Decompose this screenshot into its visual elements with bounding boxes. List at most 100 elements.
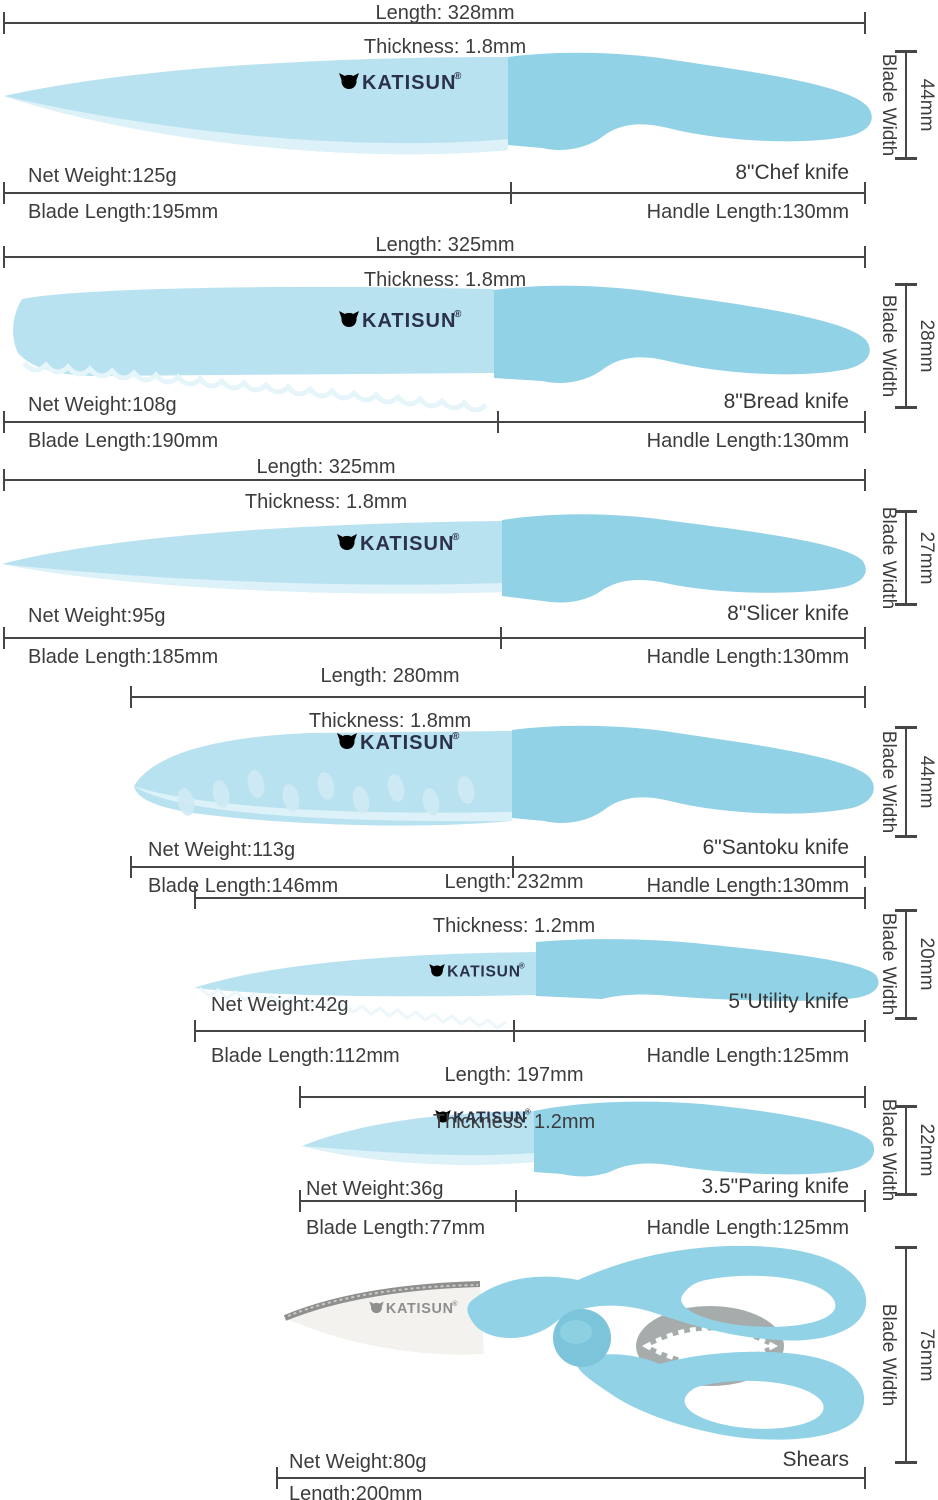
shears-blade-width-label: Blade Width [878,1303,899,1407]
tiger-logo-icon [339,73,359,89]
slicer-knife-illustration: KATISUN ® [2,514,866,603]
tick [864,856,866,878]
chef-handle-length: Handle Length:130mm [646,201,849,223]
registered-mark: ® [452,532,460,543]
santoku-blade-width-dimline [895,726,917,838]
chef-blade-width-value: 44mm [916,78,937,132]
registered-mark: ® [454,71,462,82]
paring-thickness-label: Thickness: 1.2mm [432,1111,596,1133]
utility-blade-length: Blade Length:112mm [211,1045,400,1067]
tiger-logo-icon [337,534,357,550]
registered-mark: ® [519,962,525,971]
shears-length-label: Length:200mm [289,1483,423,1500]
slicer-blade-width-value: 27mm [916,531,937,585]
tick [512,856,514,878]
tick [895,1246,917,1249]
paring-blade-width-value: 22mm [916,1123,937,1177]
utility-blade-width-dimline [895,909,917,1020]
tick [895,1105,917,1108]
tick [895,835,917,838]
registered-mark: ® [525,1108,531,1117]
utility-net-weight: Net Weight:42g [211,994,349,1016]
tick [497,411,499,433]
chef-length-label: Length: 328mm [375,2,515,24]
tick [895,1461,917,1464]
tick [895,510,917,513]
bread-blade-width-dimline [895,283,917,409]
utility-blade [194,952,536,997]
utility-bottom-dimline [194,1020,866,1042]
utility-length-label: Length: 232mm [444,871,584,893]
tick [500,627,502,649]
slicer-length-label: Length: 325mm [256,456,396,478]
utility-serration [199,986,507,1030]
bread-blade-width-value: 28mm [916,319,937,373]
santoku-blade-width-label: Blade Width [878,730,899,834]
slicer-blade-length: Blade Length:185mm [28,646,219,668]
bread-blade [13,286,495,376]
santoku-knife-illustration: KATISUN ® [134,725,874,826]
slicer-blade-width-dimline [895,510,917,606]
chef-blade-length: Blade Length:195mm [28,201,219,223]
utility-knife-illustration: KATISUN ® [194,939,879,1030]
santoku-blade-bevel [134,786,512,822]
katisun-logo: KATISUN ® [369,1299,458,1317]
tick [895,603,917,606]
brand-logo-text: KATISUN [360,732,454,754]
tick [864,469,866,491]
tick [864,1020,866,1042]
chef-net-weight: Net Weight:125g [28,165,177,187]
tiger-logo-icon [435,1109,451,1123]
santoku-dimples [177,770,475,816]
shears-blade-serration [287,1284,479,1317]
paring-blade-length: Blade Length:77mm [306,1217,486,1239]
katisun-logo: KATISUN ® [435,1108,531,1126]
paring-knife-illustration: KATISUN ® [302,1101,875,1177]
santoku-handle-length: Handle Length:130mm [646,875,849,897]
tick [276,1467,278,1489]
tiger-logo-icon [369,1301,384,1314]
shears-illustration: KATISUN ® [283,1245,867,1440]
paring-name: 3.5"Paring knife [701,1175,849,1198]
brand-logo-text: KATISUN [360,533,454,555]
chef-blade-bevel [4,96,508,155]
shears-upper-handle [467,1245,867,1341]
utility-handle-length: Handle Length:125mm [646,1045,849,1067]
paring-length-dimline [299,1086,866,1108]
chef-blade-width-label: Blade Width [878,53,899,157]
bread-thickness-label: Thickness: 1.8mm [363,269,527,291]
tiger-logo-icon [339,311,359,327]
brand-logo-text: KATISUN [386,1301,454,1317]
tick [194,887,196,909]
tick [864,1086,866,1108]
bread-bottom-dimline [3,411,866,433]
tick [299,1086,301,1108]
slicer-thickness-label: Thickness: 1.8mm [244,491,408,513]
tick [3,469,5,491]
paring-net-weight: Net Weight:36g [306,1178,444,1200]
bread-handle [494,285,870,383]
shears-name: Shears [782,1448,849,1471]
tick [864,411,866,433]
tick [864,246,866,268]
utility-blade-width-value: 20mm [916,937,937,991]
utility-length-dimline [194,887,866,909]
tick [130,686,132,708]
slicer-blade-width-label: Blade Width [878,506,899,610]
registered-mark: ® [454,309,462,320]
chef-blade-width-dimline [895,50,917,160]
slicer-net-weight: Net Weight:95g [28,605,166,627]
tick [3,246,5,268]
slicer-handle [502,514,866,603]
utility-blade-width-label: Blade Width [878,912,899,1016]
tick [3,12,5,34]
paring-length-label: Length: 197mm [444,1064,584,1086]
tick [3,411,5,433]
shears-pivot-highlight [560,1320,592,1344]
tick [864,1190,866,1212]
tick [864,1467,866,1489]
tick [895,283,917,286]
chef-thickness-label: Thickness: 1.8mm [363,36,527,58]
santoku-length-dimline [130,686,866,708]
